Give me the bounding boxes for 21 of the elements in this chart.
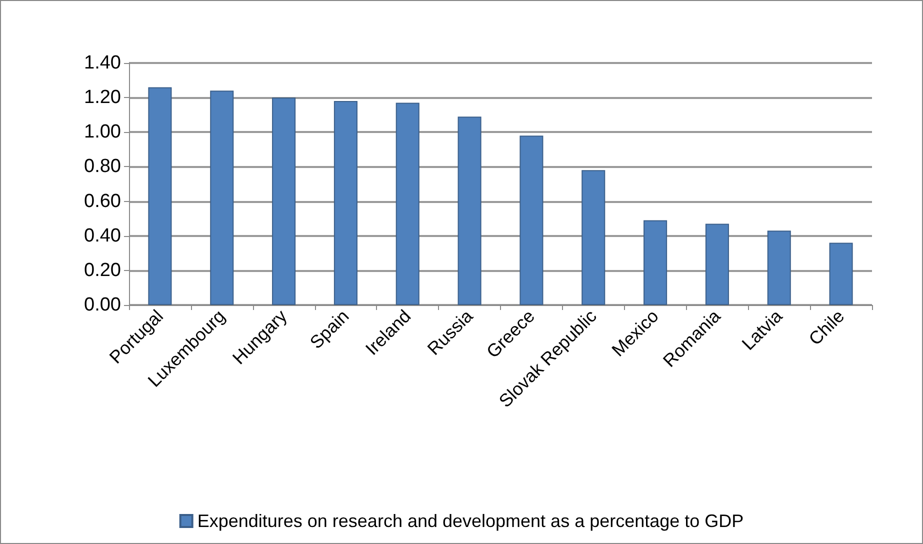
y-tick-label: 0.40 xyxy=(84,225,121,246)
bar xyxy=(148,87,172,305)
bar xyxy=(829,242,853,305)
bar xyxy=(582,170,606,305)
bar xyxy=(334,101,358,305)
y-tick-label: 1.40 xyxy=(84,52,121,74)
bar xyxy=(520,136,544,305)
bar xyxy=(705,224,729,305)
bar xyxy=(272,98,296,305)
y-tick-label: 0.80 xyxy=(84,156,121,178)
y-tick-label: 1.20 xyxy=(84,87,121,108)
y-tick-label: 0.00 xyxy=(84,294,121,316)
bar xyxy=(644,220,668,305)
bar xyxy=(210,90,234,305)
y-tick-label: 0.20 xyxy=(84,260,121,281)
legend-label: Expenditures on research and development as a percentage to GDP xyxy=(197,511,744,531)
bar xyxy=(767,230,791,305)
bar xyxy=(458,116,482,305)
y-tick-label: 0.60 xyxy=(84,190,121,212)
y-tick-label: 1.00 xyxy=(84,122,121,143)
bar xyxy=(396,102,420,305)
